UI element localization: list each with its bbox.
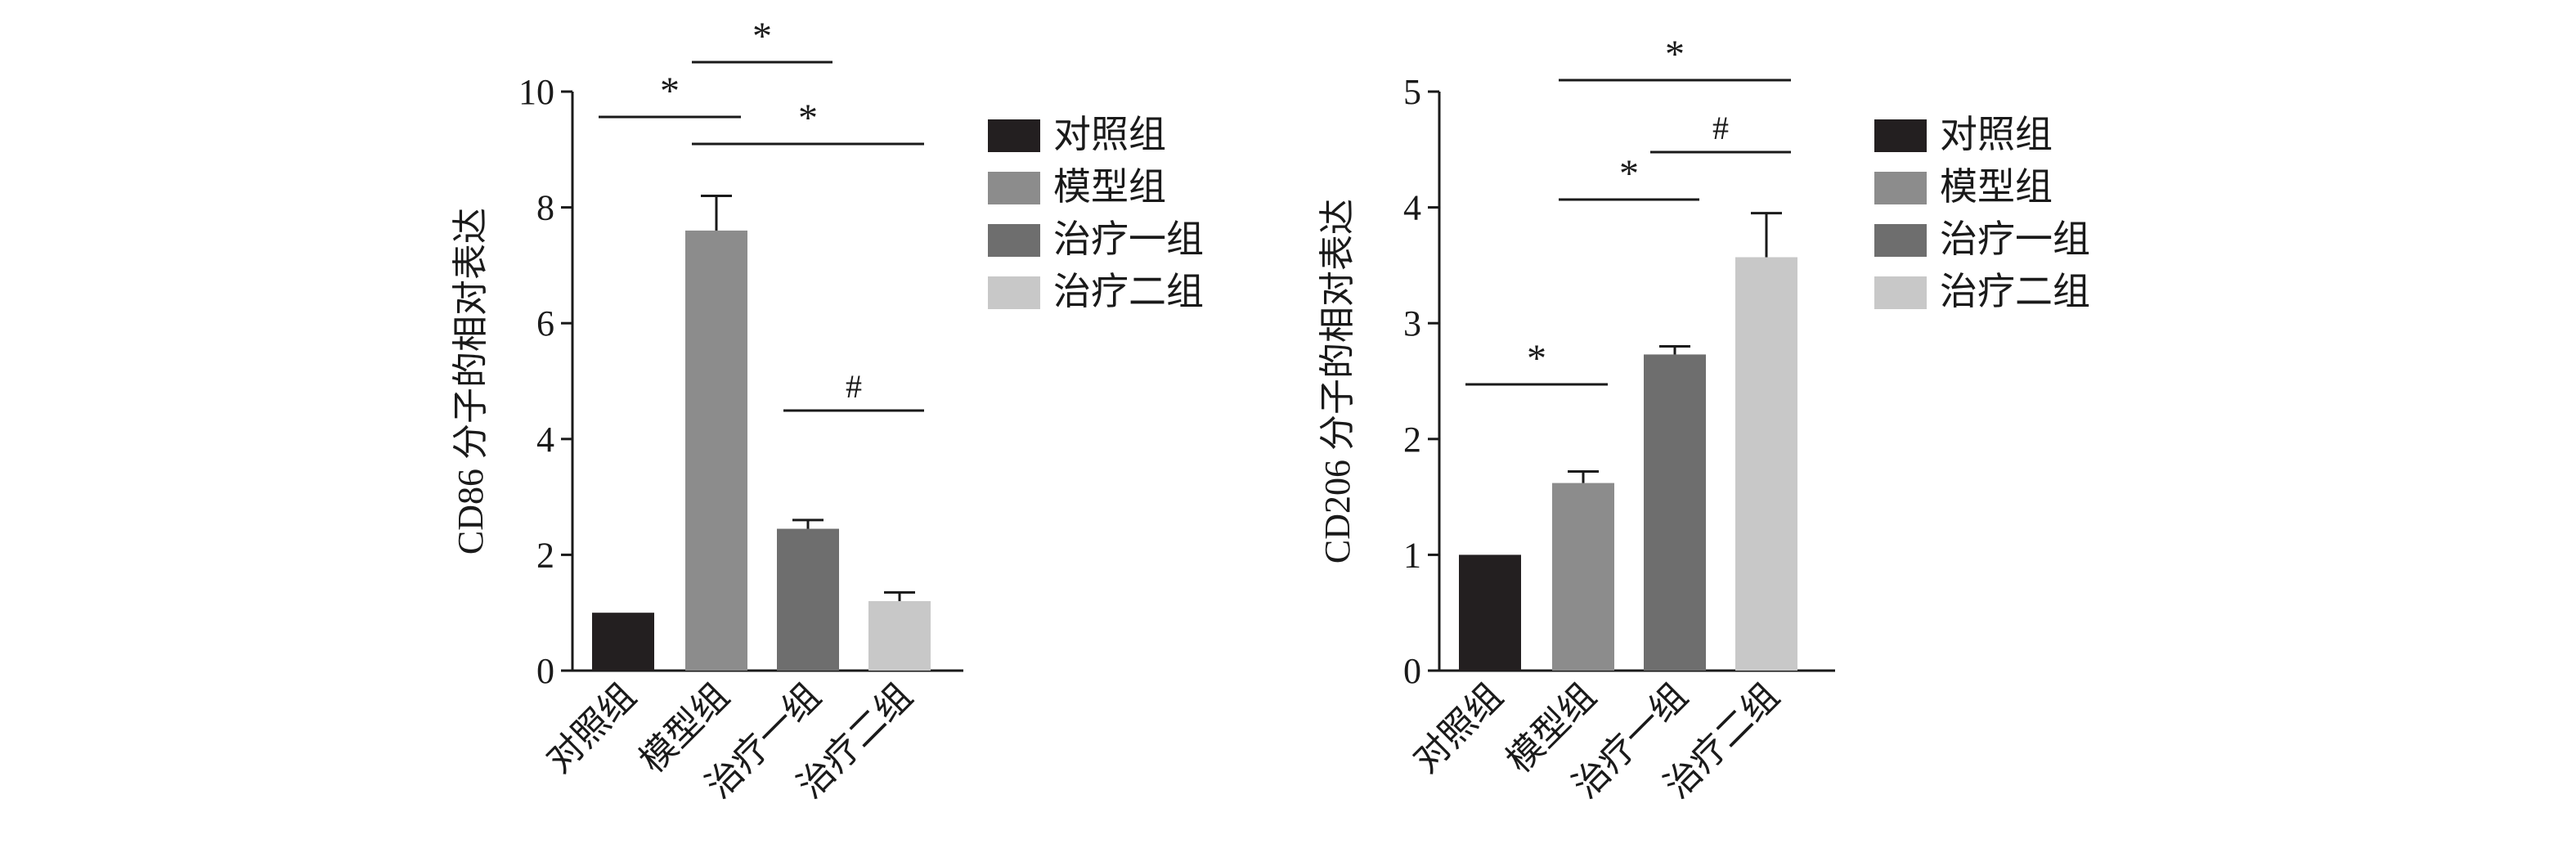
y-tick-label: 2 — [536, 535, 554, 575]
significance-mark: * — [660, 70, 680, 113]
y-tick-label: 2 — [1403, 420, 1421, 460]
legend-swatch — [988, 119, 1040, 152]
y-tick-label: 4 — [536, 420, 554, 460]
legend-label: 对照组 — [1940, 114, 2053, 155]
y-tick-label: 0 — [1403, 651, 1421, 691]
significance-mark: # — [1712, 110, 1729, 146]
y-tick-label: 0 — [536, 651, 554, 691]
y-tick-label: 6 — [536, 303, 554, 343]
legend-swatch — [988, 172, 1040, 204]
significance-mark: * — [752, 15, 772, 58]
legend-swatch — [988, 224, 1040, 257]
bar — [1552, 483, 1614, 671]
bar — [777, 528, 839, 671]
y-tick-label: 4 — [1403, 188, 1421, 228]
significance-mark: * — [798, 97, 818, 140]
y-tick-label: 10 — [518, 72, 554, 112]
legend-label: 模型组 — [1053, 166, 1166, 208]
y-axis-label: CD206 分子的相对表达 — [1317, 199, 1358, 563]
y-tick-label: 3 — [1403, 303, 1421, 343]
bar — [1459, 554, 1521, 671]
bar — [685, 230, 747, 671]
legend-label: 模型组 — [1940, 166, 2053, 208]
significance-mark: # — [846, 368, 862, 405]
legend-swatch — [1874, 119, 1927, 152]
legend-swatch — [988, 276, 1040, 309]
significance-mark: * — [1619, 152, 1639, 195]
significance-mark: * — [1527, 337, 1546, 380]
legend-label: 对照组 — [1053, 114, 1166, 155]
bar — [592, 613, 654, 671]
legend-label: 治疗二组 — [1940, 271, 2090, 312]
legend-swatch — [1874, 172, 1927, 204]
y-tick-label: 1 — [1403, 535, 1421, 575]
x-tick-label: 对照组 — [1406, 676, 1510, 780]
legend-label: 治疗一组 — [1940, 218, 2090, 260]
legend-label: 治疗二组 — [1053, 271, 1204, 312]
y-tick-label: 8 — [536, 188, 554, 228]
y-tick-label: 5 — [1403, 72, 1421, 112]
bar — [1644, 354, 1706, 671]
legend-swatch — [1874, 224, 1927, 257]
legend-label: 治疗一组 — [1053, 218, 1204, 260]
legend-swatch — [1874, 276, 1927, 309]
x-tick-label: 对照组 — [539, 676, 644, 780]
significance-mark: * — [1665, 33, 1685, 76]
y-axis-label: CD86 分子的相对表达 — [451, 208, 491, 554]
bar — [868, 601, 931, 671]
bar — [1735, 257, 1797, 671]
